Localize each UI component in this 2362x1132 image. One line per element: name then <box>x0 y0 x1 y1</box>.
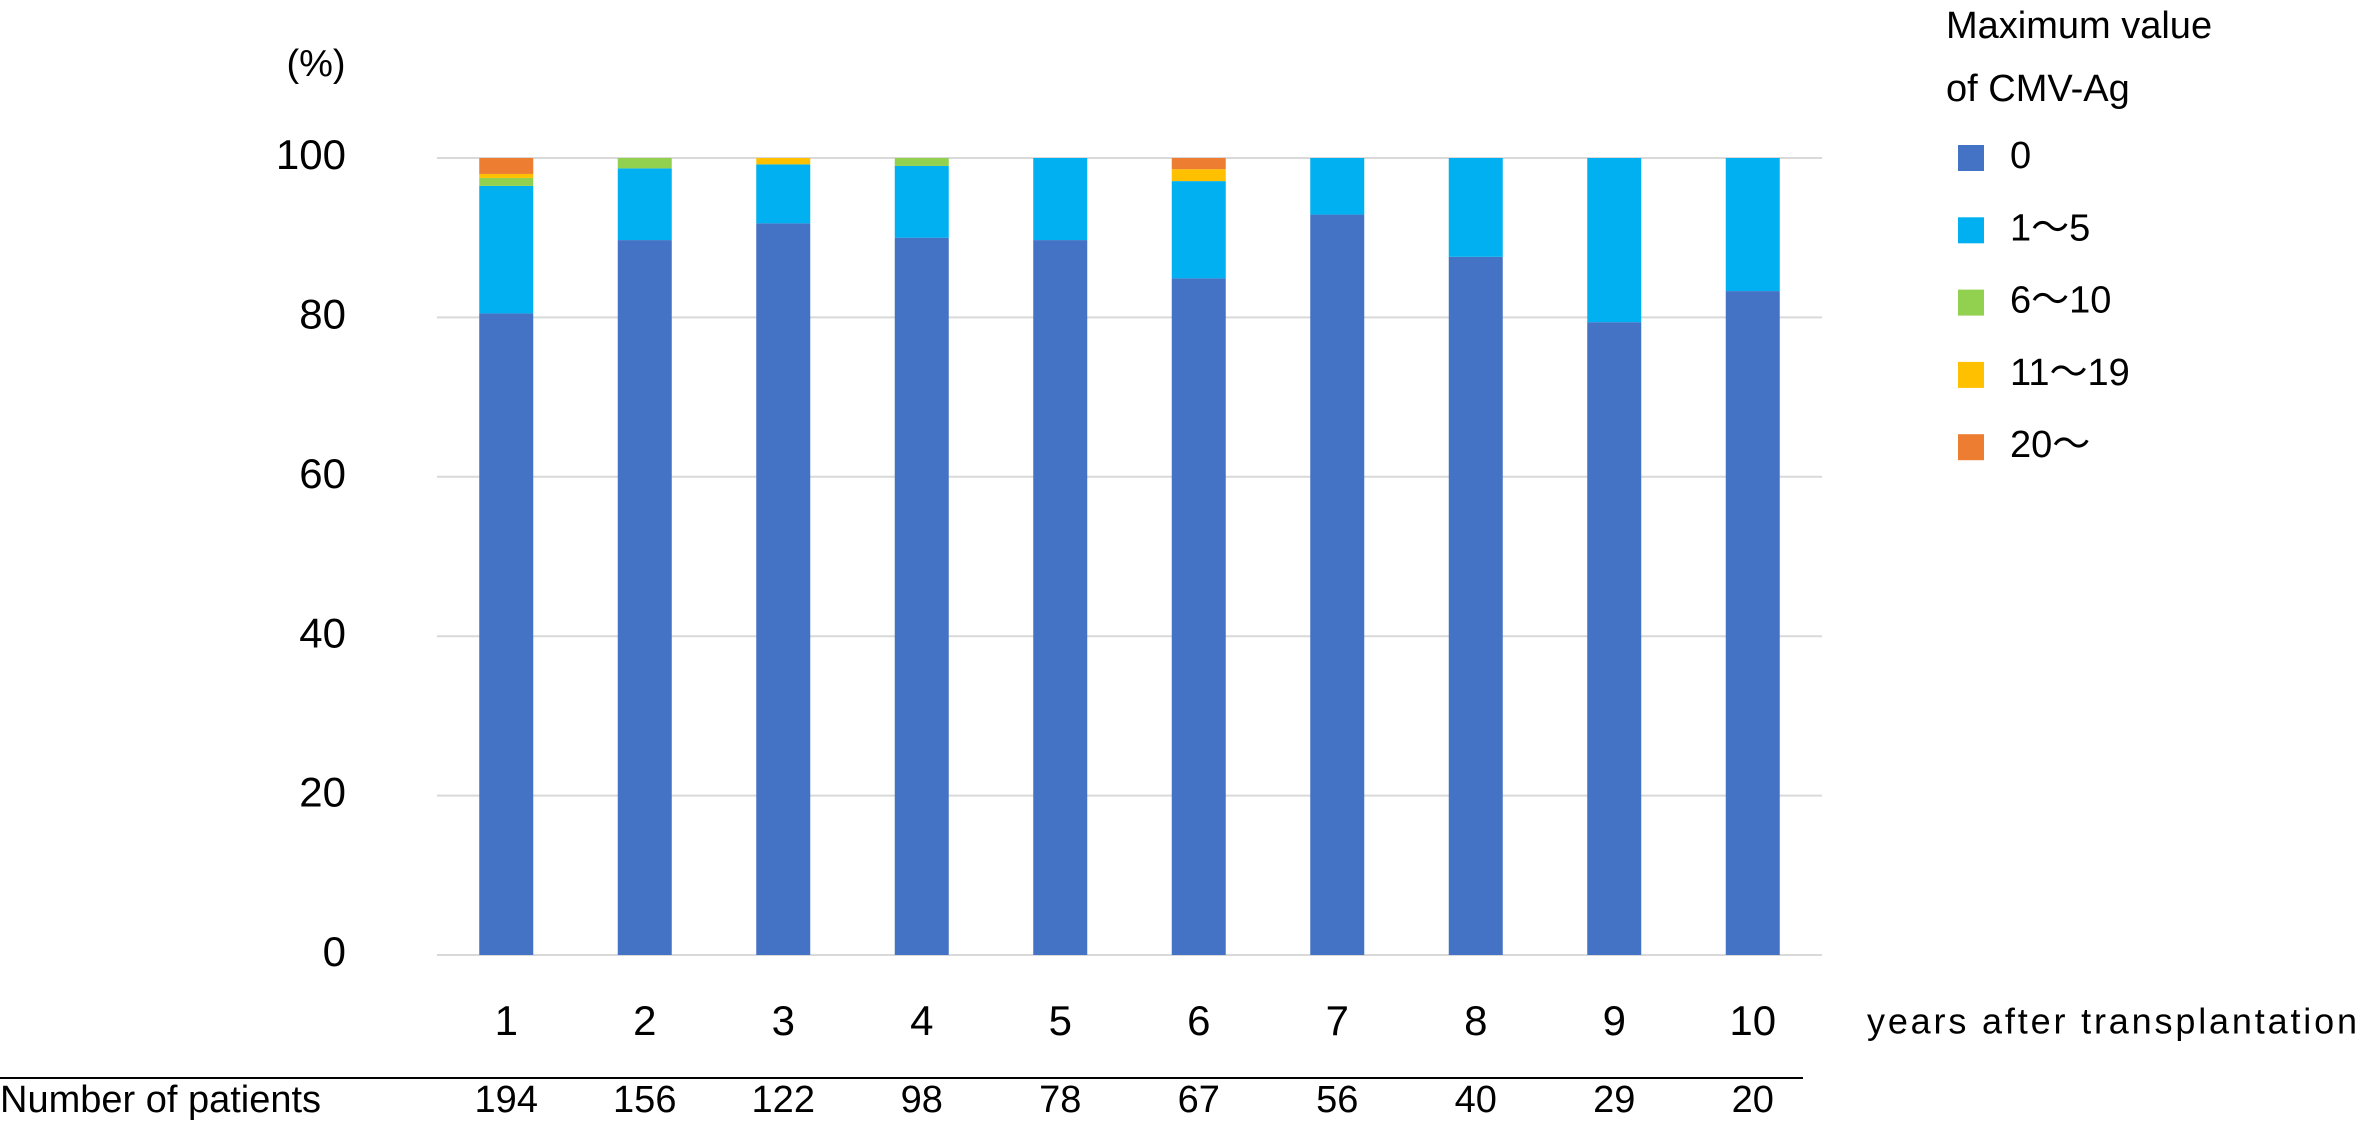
x-tick-label: 2 <box>633 997 656 1044</box>
bar-segment <box>1033 158 1088 241</box>
bar-segment <box>756 164 811 224</box>
patient-count: 67 <box>1178 1079 1220 1121</box>
legend-swatch <box>1958 217 1984 244</box>
bar-segment <box>1725 158 1780 292</box>
bar-segment <box>617 168 672 241</box>
bar-segment <box>1587 322 1642 955</box>
patients-label: Number of patients <box>0 1079 321 1121</box>
bar-segment <box>479 185 534 314</box>
x-tick-label: 3 <box>772 997 795 1044</box>
legend-label: 20～ <box>2010 424 2090 466</box>
legend-title: Maximum value <box>1946 5 2212 47</box>
x-tick-label: 8 <box>1464 997 1487 1044</box>
bar-segment <box>1587 158 1642 323</box>
bar-segment <box>1171 181 1226 279</box>
patient-count: 78 <box>1039 1079 1081 1121</box>
x-tick-label: 6 <box>1187 997 1210 1044</box>
legend-title: of CMV-Ag <box>1946 68 2130 110</box>
patient-count: 98 <box>901 1079 943 1121</box>
bar-segment <box>1171 278 1226 955</box>
patient-count: 29 <box>1593 1079 1635 1121</box>
legend-swatch <box>1958 145 1984 171</box>
x-tick-label: 7 <box>1326 997 1349 1044</box>
bar-segment <box>617 158 672 169</box>
bar-segment <box>1310 158 1365 215</box>
bar-segment <box>1725 291 1780 955</box>
legend-label: 6～10 <box>2010 280 2111 322</box>
patient-count: 20 <box>1732 1079 1774 1121</box>
y-tick-label: 20 <box>299 769 346 816</box>
bar-segment <box>1171 158 1226 170</box>
patient-count: 56 <box>1316 1079 1358 1121</box>
bar-segment <box>756 223 811 955</box>
x-tick-label: 5 <box>1049 997 1072 1044</box>
legend-label: 0 <box>2010 135 2031 177</box>
bar-segment <box>894 165 949 238</box>
x-axis-label: years after transplantation <box>1867 1001 2357 1042</box>
x-tick-label: 4 <box>910 997 933 1044</box>
bar-segment <box>1310 214 1365 955</box>
bar-segment <box>756 158 811 165</box>
patient-count: 156 <box>613 1079 676 1121</box>
patient-count: 194 <box>475 1079 538 1121</box>
x-tick-label: 1 <box>495 997 518 1044</box>
y-tick-label: 40 <box>299 609 346 656</box>
bar-segment <box>1448 256 1503 955</box>
patient-count: 40 <box>1455 1079 1497 1121</box>
bar-segment <box>1448 158 1503 257</box>
bar-segment <box>479 173 534 178</box>
bar-segment <box>1033 240 1088 955</box>
y-tick-label: 60 <box>299 450 346 497</box>
legend-label: 11～19 <box>2010 352 2130 394</box>
legend-label: 1～5 <box>2010 207 2090 249</box>
patient-count: 122 <box>752 1079 815 1121</box>
y-tick-label: 80 <box>299 290 346 337</box>
x-tick-label: 10 <box>1729 997 1776 1044</box>
bar-segment <box>617 240 672 955</box>
legend-swatch <box>1958 361 1984 388</box>
y-tick-label: 100 <box>276 131 346 178</box>
bar-segment <box>479 158 534 174</box>
x-tick-label: 9 <box>1603 997 1626 1044</box>
bar-segment <box>479 177 534 186</box>
legend-swatch <box>1958 434 1984 461</box>
legend-swatch <box>1958 289 1984 316</box>
y-unit: (%) <box>286 43 345 85</box>
bar-segment <box>1171 169 1226 182</box>
y-tick-label: 0 <box>323 928 346 975</box>
bar-segment <box>894 237 949 955</box>
bar-segment <box>894 158 949 166</box>
bar-segment <box>479 313 534 955</box>
